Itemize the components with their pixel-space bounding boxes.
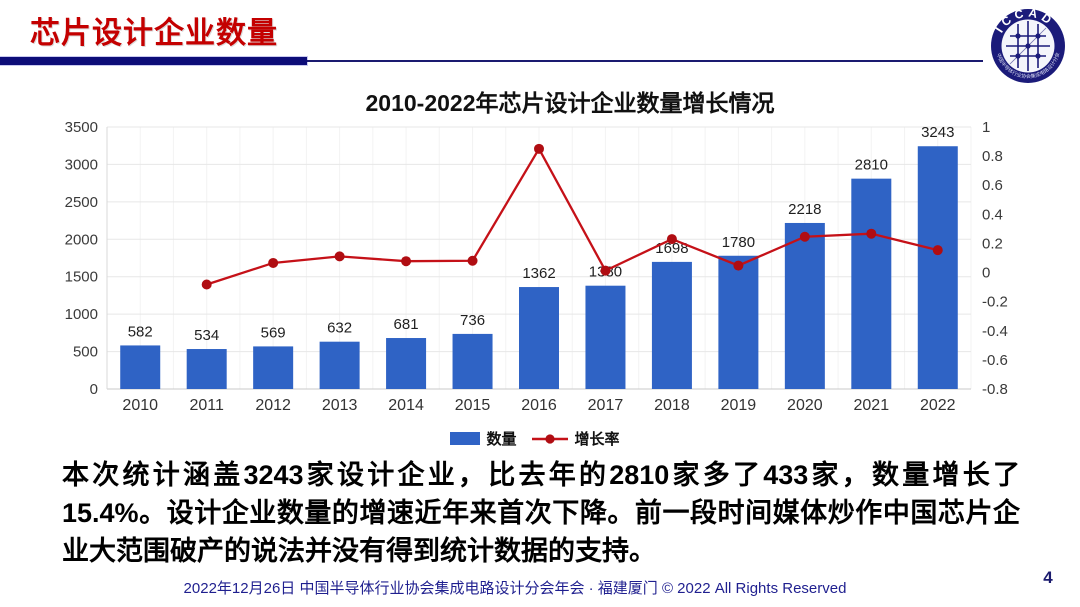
bar-value-label-2013: 632 [327, 320, 352, 337]
left-axis-tick-label: 3000 [65, 156, 98, 173]
right-axis-tick-label: -0.4 [982, 323, 1008, 340]
title-underline-bar [0, 57, 307, 65]
left-axis-tick-label: 3500 [65, 119, 98, 136]
x-axis-label-2019: 2019 [721, 397, 757, 414]
chart-title: 2010-2022年芯片设计企业数量增长情况 [365, 90, 775, 116]
legend-label-growth: 增长率 [574, 431, 620, 448]
page-title: 芯片设计企业数量 [30, 17, 278, 50]
right-axis-tick-label: 0.6 [982, 177, 1003, 194]
x-axis-label-2018: 2018 [654, 397, 690, 414]
growth-point-2012 [268, 257, 279, 268]
x-axis-label-2010: 2010 [122, 397, 158, 414]
page-number: 4 [1043, 568, 1053, 587]
growth-line [206, 146, 939, 286]
growth-point-2014 [401, 256, 412, 267]
bar-2016 [519, 287, 559, 389]
chart-legend: 数量 增长率 [55, 428, 1015, 449]
x-axis-label-2014: 2014 [388, 397, 424, 414]
growth-point-2021 [866, 228, 877, 239]
bar-2017 [585, 285, 626, 389]
left-axis-tick-label: 0 [90, 381, 98, 398]
x-axis-label-2021: 2021 [854, 397, 890, 414]
title-rule-line [307, 60, 983, 62]
bar-2021 [851, 178, 892, 389]
bar-value-label-2020: 2218 [788, 201, 821, 218]
bar-value-label-2022: 3243 [921, 124, 954, 141]
left-axis-tick-label: 1500 [65, 269, 98, 286]
x-axis-label-2020: 2020 [787, 397, 823, 414]
left-axis-tick-label: 1000 [65, 306, 98, 323]
x-axis-label-2015: 2015 [455, 397, 491, 414]
bar-2015 [452, 333, 493, 389]
bar-value-label-2016: 1362 [522, 265, 555, 282]
x-axis-label-2012: 2012 [255, 397, 291, 414]
x-axis-label-2022: 2022 [920, 397, 956, 414]
growth-point-2016 [534, 143, 544, 154]
growth-point-2015 [467, 255, 478, 266]
right-axis-tick-label: -0.2 [982, 294, 1008, 311]
logo-circuit-dots [1015, 33, 1041, 59]
body-paragraph: 本次统计涵盖3243家设计企业，比去年的2810家多了433家，数量增长了15.… [62, 460, 1020, 566]
bar-series-swatch-icon [450, 432, 481, 445]
bar-2020 [784, 222, 825, 389]
chart-area: 0 500 1000 1500 2000 2500 3000 3500 1 0.8 0.6 0.4 0.… [55, 112, 1015, 428]
growth-point-2019 [733, 260, 744, 271]
bar-value-label-2014: 681 [394, 316, 419, 333]
right-axis-tick-label: 1 [982, 119, 990, 136]
x-axis-label-2017: 2017 [588, 397, 624, 414]
left-axis-tick-label: 2500 [65, 194, 98, 211]
right-axis-tick-label: 0 [982, 265, 990, 282]
right-axis-tick-label: 0.8 [982, 148, 1003, 165]
left-axis-tick-label: 2000 [65, 231, 98, 248]
bar-2022 [917, 146, 958, 389]
bar-value-label-2012: 569 [261, 324, 286, 341]
bar-2012 [253, 346, 294, 389]
bar-2018 [651, 261, 692, 389]
x-axis-label-2011: 2011 [189, 397, 224, 414]
right-axis-tick-label: -0.8 [982, 381, 1008, 398]
bar-value-label-2010: 582 [128, 323, 153, 340]
line-series-marker-icon [531, 433, 568, 444]
bar-2010 [120, 345, 161, 389]
bar-value-label-2019: 1780 [722, 234, 755, 251]
bar-2013 [319, 341, 360, 389]
bar-2011 [186, 349, 227, 389]
bar-2014 [386, 338, 427, 389]
bar-value-label-2011: 534 [194, 327, 219, 344]
legend-item-growth: 增长率 [531, 428, 620, 449]
growth-point-2013 [334, 251, 345, 262]
growth-point-2017 [600, 265, 611, 276]
left-axis-tick-label: 500 [73, 344, 98, 361]
x-axis-label-2016: 2016 [521, 397, 557, 414]
growth-point-2022 [932, 245, 943, 256]
growth-point-2018 [666, 234, 677, 245]
right-axis-tick-label: 0.2 [982, 235, 1003, 252]
bar-value-label-2021: 2810 [855, 157, 888, 174]
legend-item-quantity: 数量 [450, 428, 517, 449]
x-axis-label-2013: 2013 [322, 397, 358, 414]
footer-text: 2022年12月26日 中国半导体行业协会集成电路设计分会年会 · 福建厦门 ©… [183, 580, 847, 597]
iccad-logo-icon: ICCAD 中国半导体行业协会集成电路设计分会 [991, 6, 1065, 83]
bar-value-label-2015: 736 [460, 312, 485, 329]
chart-svg: 0 500 1000 1500 2000 2500 3000 3500 1 0.8 0.6 0.4 0.… [65, 119, 1008, 414]
bar-2019 [718, 255, 759, 389]
right-axis-tick-label: -0.6 [982, 352, 1008, 369]
growth-point-2020 [799, 231, 810, 242]
right-axis-tick-label: 0.4 [982, 206, 1003, 223]
legend-label-quantity: 数量 [486, 431, 517, 448]
growth-point-2011 [201, 279, 212, 290]
